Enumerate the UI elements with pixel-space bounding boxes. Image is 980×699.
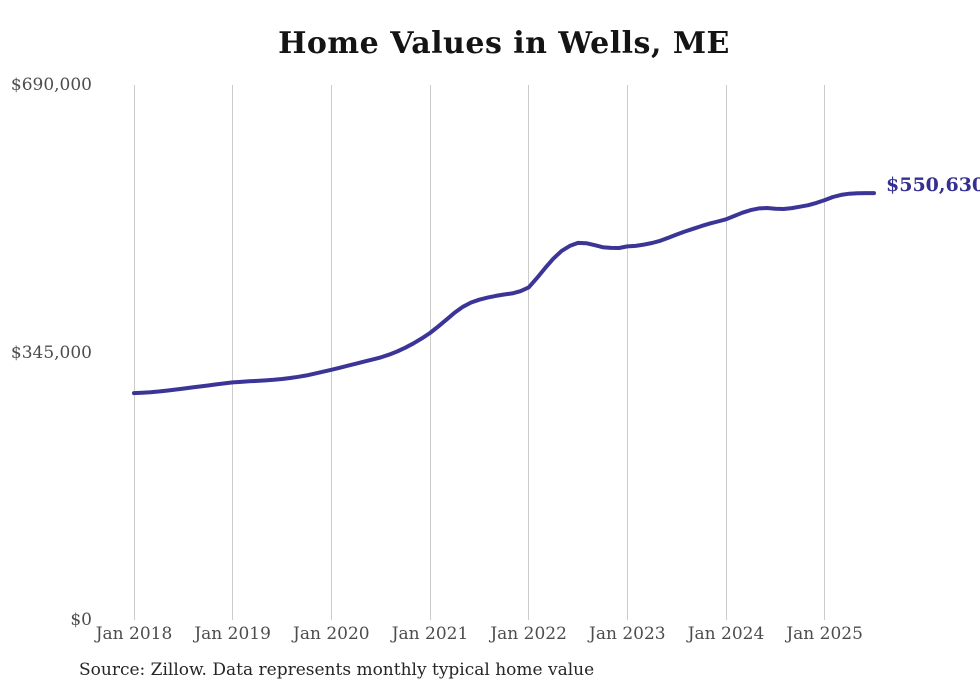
- y-tick-label: $690,000: [10, 75, 92, 95]
- year-gridline: [528, 85, 530, 620]
- y-tick-label: $345,000: [10, 342, 92, 363]
- x-tick-label: Jan 2022: [490, 624, 567, 644]
- year-gridline: [725, 85, 727, 620]
- year-gridline: [429, 85, 431, 620]
- x-tick-label: Jan 2021: [391, 624, 469, 644]
- year-gridline: [133, 85, 135, 620]
- year-gridline: [330, 85, 332, 620]
- x-tick-label: Jan 2018: [95, 624, 173, 644]
- year-gridline: [824, 85, 826, 620]
- year-gridline: [626, 85, 628, 620]
- x-tick-label: Jan 2020: [293, 624, 370, 644]
- x-tick-label: Jan 2019: [194, 624, 271, 644]
- y-tick-label: $0: [70, 610, 92, 630]
- final-value-label: $550,630: [886, 174, 980, 196]
- chart-title: Home Values in Wells, ME: [278, 26, 730, 61]
- source-note: Source: Zillow. Data represents monthly …: [79, 660, 595, 680]
- year-gridline: [232, 85, 234, 620]
- x-tick-label: Jan 2024: [687, 624, 765, 644]
- home-value-line: [132, 191, 876, 396]
- x-tick-label: Jan 2023: [589, 624, 666, 644]
- x-tick-label: Jan 2025: [786, 624, 863, 644]
